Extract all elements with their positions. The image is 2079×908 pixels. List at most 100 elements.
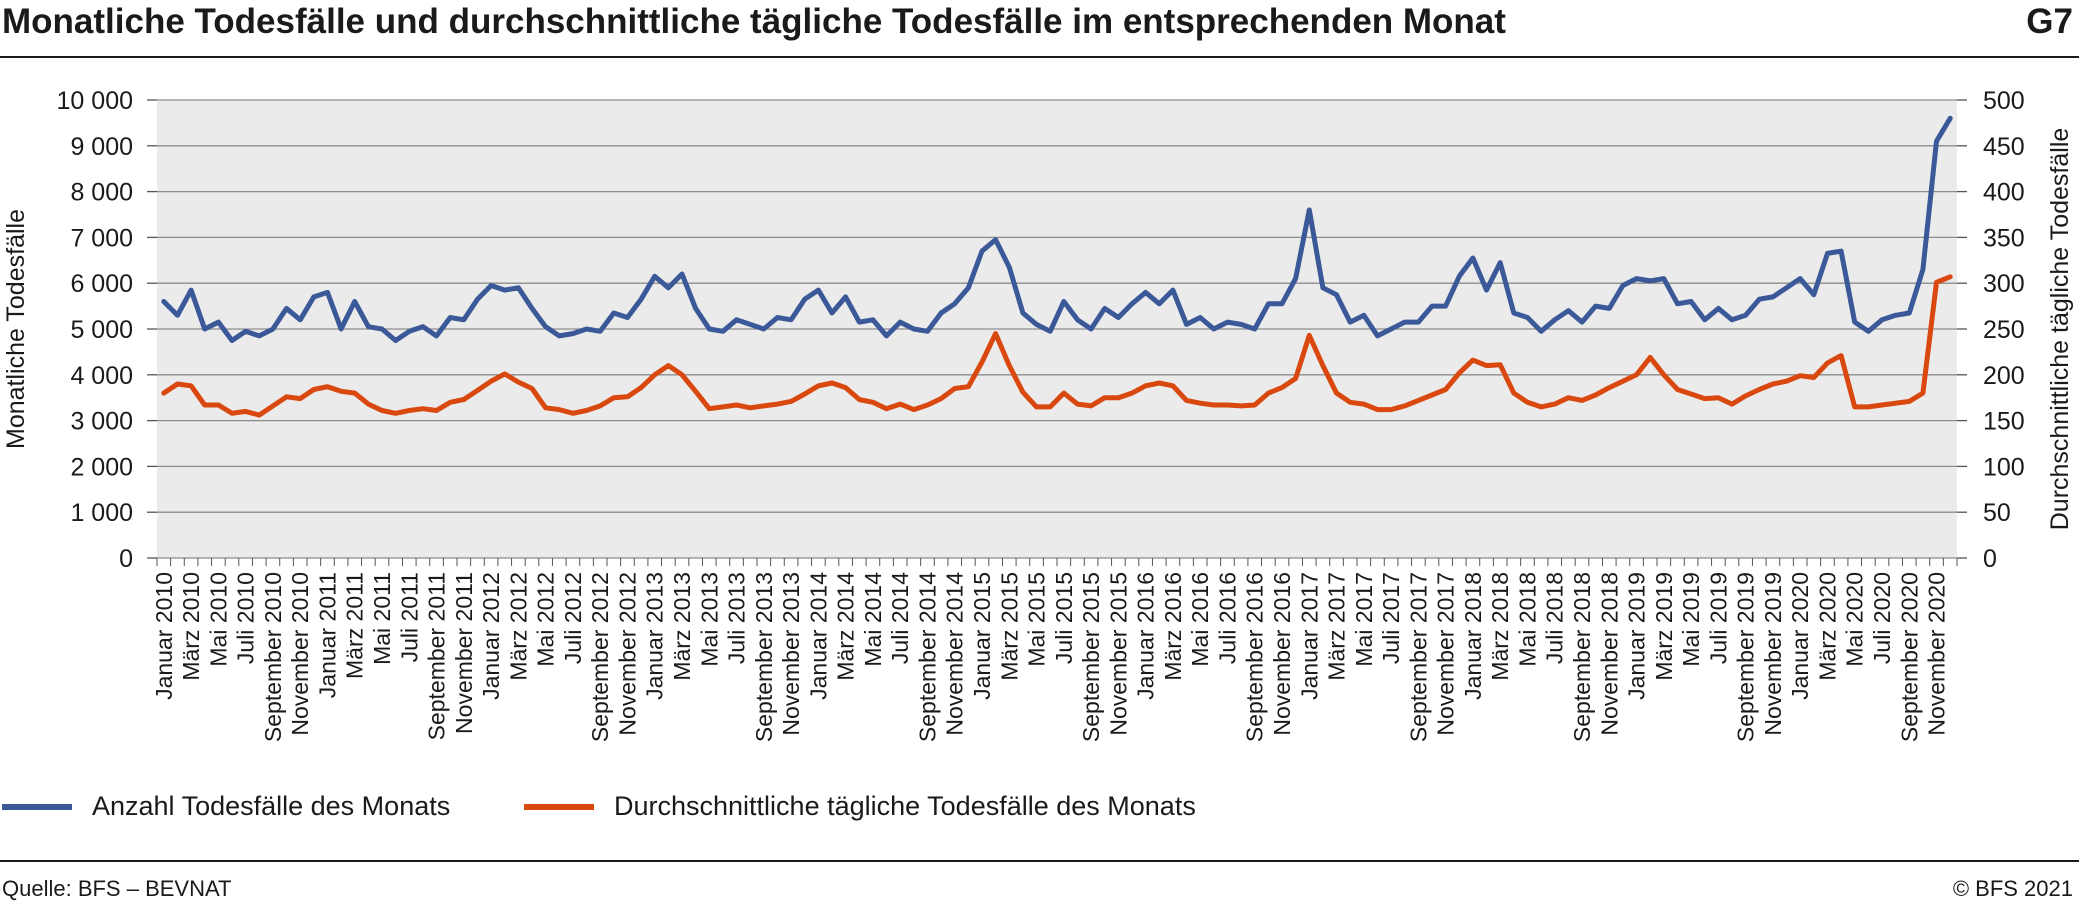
x-tick-label: Juli 2014 (887, 572, 913, 664)
y-tick-label: 10 000 (57, 87, 133, 115)
x-tick-label: Mai 2014 (860, 572, 886, 667)
x-tick-label: September 2020 (1896, 572, 1922, 742)
source-note: Quelle: BFS – BEVNAT (2, 876, 232, 901)
left-axis-ticks: 0 1 000 2 000 3 000 4 000 5 000 6 000 7 000 8 00… (57, 87, 157, 573)
y-tick-label: 1 000 (70, 499, 133, 527)
y-right-tick-label: 400 (1983, 179, 2025, 207)
x-tick-label: Mai 2018 (1514, 572, 1540, 667)
series-line-daily-average-deaths (161, 274, 1953, 418)
x-tick-label: Juli 2020 (1869, 572, 1895, 664)
x-tick-label: November 2019 (1760, 572, 1786, 736)
x-tick-label: Januar 2012 (478, 572, 504, 700)
x-tick-label: Januar 2010 (151, 572, 177, 700)
figure-tag: G7 (2026, 2, 2073, 41)
x-tick-label: März 2019 (1651, 572, 1677, 681)
series-lines (161, 115, 1953, 418)
x-tick-label: März 2016 (1160, 572, 1186, 681)
x-tick-label: Juli 2012 (560, 572, 586, 664)
x-tick-label: November 2010 (287, 572, 313, 736)
x-tick-label: September 2015 (1078, 572, 1104, 742)
x-tick-label: Juli 2019 (1705, 572, 1731, 664)
legend-item-daily: Durchschnittliche tägliche Todesfälle de… (524, 791, 1196, 822)
y-right-tick-label: 150 (1983, 408, 2025, 436)
x-tick-label: November 2017 (1433, 572, 1459, 736)
y-right-tick-label: 50 (1983, 499, 2011, 527)
y-right-tick-label: 350 (1983, 224, 2025, 252)
x-tick-label: Juli 2013 (724, 572, 750, 664)
x-tick-label: November 2016 (1269, 572, 1295, 736)
copyright-note: © BFS 2021 (1952, 876, 2073, 901)
x-tick-label: März 2010 (178, 572, 204, 681)
y-tick-label: 2 000 (70, 453, 133, 481)
x-axis-ticks: Januar 2010 März 2010 Mai 2010 Juli 2010 Sep… (151, 558, 1958, 742)
x-tick-label: Januar 2013 (642, 572, 668, 700)
x-tick-label: Mai 2015 (1024, 572, 1050, 667)
x-tick-label: Januar 2016 (1133, 572, 1159, 700)
legend-item-monthly: Anzahl Todesfälle des Monats (2, 791, 450, 822)
y-tick-label: 0 (119, 545, 133, 573)
x-tick-label: Januar 2018 (1460, 572, 1486, 700)
x-tick-label: Juli 2016 (1214, 572, 1240, 664)
y-tick-label: 5 000 (70, 316, 133, 344)
y-tick-label: 4 000 (70, 362, 133, 390)
x-tick-label: März 2015 (996, 572, 1022, 681)
y-right-tick-label: 300 (1983, 270, 2025, 298)
x-tick-label: Mai 2011 (369, 572, 395, 665)
top-rule (0, 56, 2079, 58)
chart-title: Monatliche Todesfälle und durchschnittli… (2, 2, 1506, 41)
x-tick-label: November 2013 (778, 572, 804, 736)
x-tick-label: September 2016 (1242, 572, 1268, 742)
x-tick-label: September 2019 (1733, 572, 1759, 742)
y-tick-label: 6 000 (70, 270, 133, 298)
x-tick-label: Mai 2012 (533, 572, 559, 667)
x-tick-label: September 2010 (260, 572, 286, 742)
series-line-monthly-deaths (161, 115, 1953, 343)
x-tick-label: Juli 2017 (1378, 572, 1404, 664)
x-tick-label: Mai 2017 (1351, 572, 1377, 667)
x-tick-label: September 2014 (914, 572, 940, 742)
x-tick-label: Januar 2015 (969, 572, 995, 700)
x-tick-label: Juli 2015 (1051, 572, 1077, 664)
y-right-tick-label: 250 (1983, 316, 2025, 344)
x-tick-label: Mai 2016 (1187, 572, 1213, 667)
x-tick-label: März 2012 (505, 572, 531, 681)
x-tick-label: November 2014 (942, 572, 968, 736)
x-tick-label: März 2018 (1487, 572, 1513, 681)
right-axis-label: Durchschnittliche tägliche Todesfälle (2046, 128, 2074, 531)
x-tick-label: Mai 2019 (1678, 572, 1704, 667)
y-right-tick-label: 500 (1983, 87, 2025, 115)
legend-label-monthly: Anzahl Todesfälle des Monats (92, 791, 451, 821)
x-tick-label: Januar 2020 (1787, 572, 1813, 700)
y-tick-label: 8 000 (70, 179, 133, 207)
x-tick-label: Juli 2011 (396, 572, 422, 662)
x-tick-label: Mai 2020 (1842, 572, 1868, 667)
x-tick-label: November 2018 (1596, 572, 1622, 736)
y-right-tick-label: 200 (1983, 362, 2025, 390)
y-tick-label: 9 000 (70, 133, 133, 161)
legend-swatch-orange (524, 803, 594, 810)
bottom-rule (0, 860, 2079, 862)
x-tick-label: Januar 2017 (1296, 572, 1322, 700)
legend-swatch-blue (2, 803, 72, 810)
x-tick-label: November 2020 (1924, 572, 1950, 736)
x-tick-label: November 2011 (451, 572, 477, 734)
x-tick-label: März 2020 (1814, 572, 1840, 681)
x-tick-label: Juli 2010 (233, 572, 259, 664)
y-right-tick-label: 450 (1983, 133, 2025, 161)
y-tick-label: 7 000 (70, 224, 133, 252)
x-tick-label: Januar 2014 (805, 572, 831, 700)
x-tick-label: November 2012 (614, 572, 640, 736)
x-tick-label: September 2011 (424, 572, 450, 740)
y-right-tick-label: 100 (1983, 453, 2025, 481)
x-tick-label: Januar 2011 (314, 572, 340, 698)
x-tick-label: November 2015 (1105, 572, 1131, 736)
y-tick-label: 3 000 (70, 408, 133, 436)
right-axis-ticks: 0 50 100 150 200 250 300 350 400 450 500 (1957, 87, 2025, 573)
x-tick-label: Juli 2018 (1542, 572, 1568, 664)
left-axis-label: Monatliche Todesfälle (2, 209, 30, 449)
y-right-tick-label: 0 (1983, 545, 1997, 573)
x-tick-label: März 2013 (669, 572, 695, 681)
x-tick-label: März 2017 (1324, 572, 1350, 681)
x-tick-label: Mai 2013 (696, 572, 722, 667)
x-tick-label: Mai 2010 (205, 572, 231, 667)
